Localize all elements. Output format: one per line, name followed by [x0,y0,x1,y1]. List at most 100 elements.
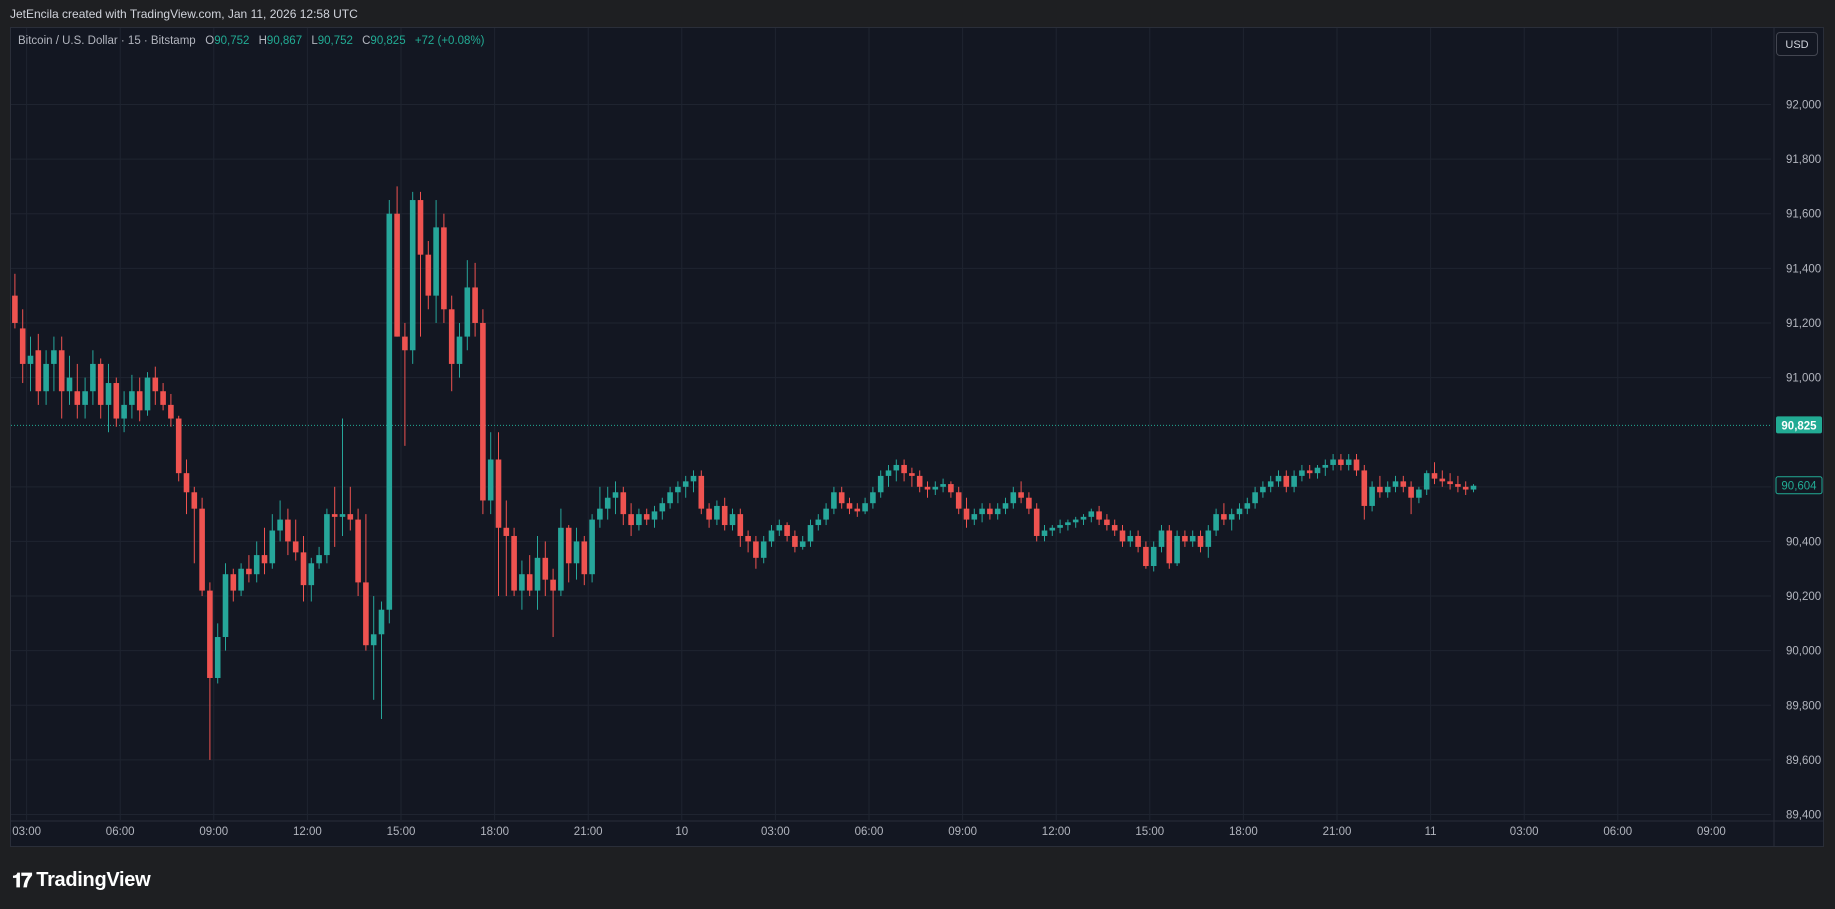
candle-body [1080,516,1087,520]
candle-body [698,475,705,509]
candle-body [1377,486,1383,493]
candle [12,273,18,329]
candle [534,535,541,610]
y-tick-label: 91,800 [1786,154,1821,166]
candle-body [1244,503,1251,509]
candle-body [394,213,400,337]
candle-body [58,350,65,392]
candle [339,418,346,536]
candle-body [955,492,962,509]
candle-body [168,404,174,419]
candle [1244,497,1251,515]
candle-body [441,227,447,310]
tradingview-logo-icon: 𝟏𝟕 [12,868,32,892]
candle [815,514,822,531]
candle [409,191,416,364]
candle [885,464,892,487]
candle-body [870,492,876,504]
candle [43,350,49,405]
candle-body [620,492,627,515]
candle [1010,486,1017,509]
candle-body [1306,470,1313,474]
candle [1197,530,1204,553]
candle-body [1252,492,1258,504]
candle [90,350,96,405]
candle-body [1111,525,1118,531]
candle-body [97,363,104,405]
candle-body [35,350,42,392]
candle-body [1158,530,1165,547]
chart-pane[interactable] [10,27,1824,847]
candle-body [1299,470,1305,476]
candle-body [1018,492,1024,498]
candle [1392,475,1399,493]
candle [682,475,689,498]
candle [971,508,978,526]
candle [1228,508,1235,531]
candle-body [316,555,322,564]
candle-body [160,391,166,405]
currency-button[interactable]: USD [1776,32,1818,56]
candle-body [1392,481,1399,487]
candle-body [246,568,252,575]
candle [1189,530,1196,547]
candle [1236,503,1243,520]
candle [1283,470,1290,493]
candle [519,560,525,610]
candle-body [152,377,159,392]
candle-body [1431,473,1438,479]
candle [175,415,182,482]
candle-body [550,579,556,591]
candle [136,377,143,422]
candle-body [815,519,822,526]
candle [955,486,962,515]
candle [253,541,260,583]
candle [1345,454,1352,471]
candle-body [924,486,931,490]
candle-body [370,634,377,646]
candle [1470,484,1477,493]
candle-body [1174,535,1180,564]
candle [27,336,34,392]
candle-body [136,391,143,411]
candle-body [129,391,135,405]
candle [355,508,361,597]
candle [1205,525,1212,558]
candle-body [269,530,276,564]
candle-body [1072,519,1079,523]
candle-body [675,486,681,493]
candle-body [1228,514,1235,520]
y-tick-label: 91,200 [1786,318,1821,330]
candle-body [893,464,900,471]
candle [472,262,478,337]
candle [1119,525,1126,547]
candle-body [409,200,416,351]
candle-body [144,377,151,411]
candle-body [1119,530,1126,542]
x-tick-label: 21:00 [574,826,603,838]
candle-body [768,530,775,542]
candle [948,481,954,498]
candle-body [191,492,198,509]
candle [1267,475,1274,493]
candle [269,514,276,569]
y-tick-label: 92,000 [1786,99,1821,111]
candle [1033,503,1040,542]
y-tick-label: 89,400 [1786,810,1821,822]
candle [714,500,720,526]
candle [659,497,666,520]
candle [940,478,946,493]
candle-body [175,418,182,474]
candle [901,459,907,482]
candle-body [940,484,946,487]
candle-body [456,336,463,364]
tradingview-logo[interactable]: 𝟏𝟕 TradingView [12,866,151,894]
candle-body [433,227,439,296]
candle-body [1361,470,1368,506]
x-tick-label: 06:00 [855,826,884,838]
candle-body [792,535,798,547]
candle-body [737,514,744,536]
candle-body [207,590,213,678]
candle [331,486,338,547]
